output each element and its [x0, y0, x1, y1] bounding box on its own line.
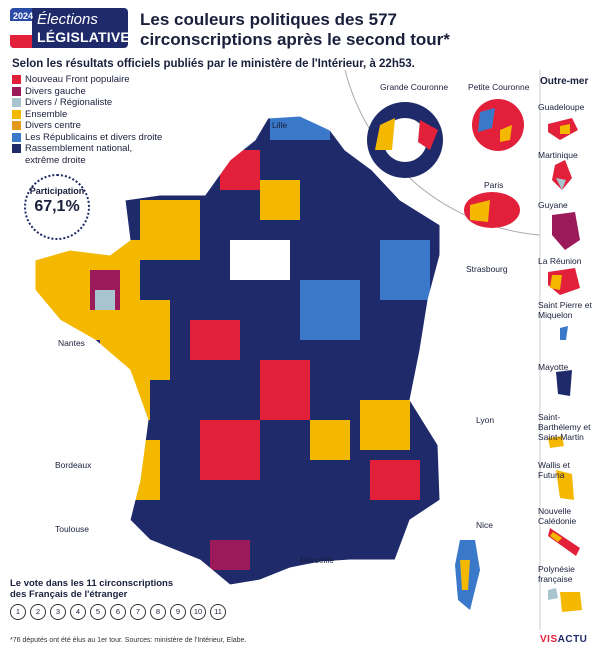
- om-sbsm: Saint-Barthélemy et Saint-Martin: [538, 412, 591, 442]
- participation-badge: Participation 67,1%: [24, 174, 90, 240]
- circo-2: 2: [30, 604, 46, 620]
- circo-9: 9: [170, 604, 186, 620]
- legend-item-div-reg: Divers / Régionaliste: [12, 97, 162, 109]
- footnote: *76 députés ont été élus au 1er tour. So…: [10, 637, 247, 644]
- circo-8: 8: [150, 604, 166, 620]
- om-martinique: Martinique: [538, 150, 578, 160]
- circo-5: 5: [90, 604, 106, 620]
- city-nice: Nice: [476, 520, 494, 530]
- legend-item-nfp: Nouveau Front populaire: [12, 74, 162, 86]
- elections-badge: 2024 Élections LÉGISLATIVES: [10, 8, 128, 48]
- city-nantes: Nantes: [58, 338, 85, 348]
- om-guyane: Guyane: [538, 200, 568, 210]
- om-polynesie: Polynésie française: [538, 564, 575, 584]
- city-lyon: Lyon: [476, 415, 495, 425]
- legend-item-dvc: Divers centre: [12, 120, 162, 132]
- circo-11: 11: [210, 604, 226, 620]
- om-mayotte: Mayotte: [538, 362, 569, 372]
- circo-3: 3: [50, 604, 66, 620]
- page-title: Les couleurs politiques des 577 circonsc…: [140, 10, 450, 49]
- etranger-title: Le vote dans les 11 circonscriptions des…: [10, 578, 174, 600]
- subtitle: Selon les résultats officiels publiés pa…: [12, 58, 415, 70]
- circo-1: 1: [10, 604, 26, 620]
- om-reunion: La Réunion: [538, 256, 582, 266]
- legend-item-dvg: Divers gauche: [12, 86, 162, 98]
- circo-4: 4: [70, 604, 86, 620]
- city-bordeaux: Bordeaux: [55, 460, 92, 470]
- city-strasbourg: Strasbourg: [466, 264, 508, 274]
- city-toulouse: Toulouse: [55, 524, 90, 534]
- legend: Nouveau Front populaire Divers gauche Di…: [12, 74, 162, 166]
- om-spm: Saint Pierre et Miquelon: [538, 300, 592, 320]
- city-lille: Lille: [272, 120, 288, 130]
- legend-item-lr: Les Républicains et divers droite: [12, 132, 162, 144]
- label-grande-couronne: Grande Couronne: [380, 82, 449, 92]
- brand-logo: VISACTU: [540, 634, 588, 645]
- circo-6: 6: [110, 604, 126, 620]
- label-paris: Paris: [484, 180, 504, 190]
- label-petite-couronne: Petite Couronne: [468, 82, 530, 92]
- om-nc: Nouvelle Calédonie: [538, 506, 577, 526]
- om-guadeloupe: Guadeloupe: [538, 102, 585, 112]
- circo-7: 7: [130, 604, 146, 620]
- badge-line2: LÉGISLATIVES: [37, 29, 128, 45]
- circo-10: 10: [190, 604, 206, 620]
- om-wallis: Wallis et Futuna: [538, 460, 570, 480]
- outre-mer-title: Outre-mer: [540, 76, 589, 87]
- legend-item-rn: Rassemblement national, extrême droite: [12, 143, 162, 166]
- city-marseille: Marseille: [300, 555, 335, 565]
- legend-item-ensemble: Ensemble: [12, 109, 162, 121]
- badge-year: 2024: [13, 11, 34, 21]
- badge-line1: Élections: [37, 11, 98, 28]
- etranger-circles: 1 2 3 4 5 6 7 8 9 10 11: [10, 604, 226, 620]
